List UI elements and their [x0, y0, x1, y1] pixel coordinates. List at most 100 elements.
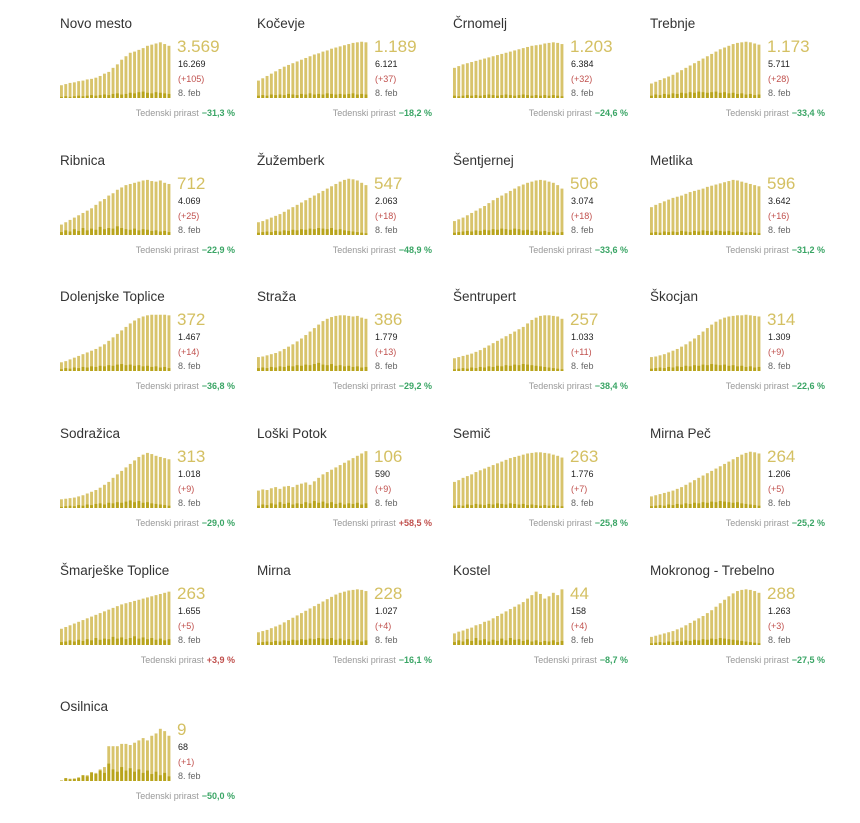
daily-bar [321, 94, 325, 98]
active-bar [338, 592, 342, 645]
active-bar [539, 593, 542, 645]
daily-bar [539, 642, 542, 645]
daily-bar [684, 503, 688, 508]
active-bar [740, 315, 744, 371]
active-bar [556, 316, 560, 371]
weekly-growth-value: +58,5 % [398, 518, 432, 528]
daily-bar [539, 505, 542, 508]
active-bar [757, 44, 761, 98]
daily-bar [714, 502, 718, 508]
active-bar [308, 484, 312, 508]
weekly-growth-label: Tedenski prirast [135, 381, 199, 391]
active-bar [111, 746, 115, 781]
daily-bar [158, 367, 162, 371]
active-bar [85, 210, 89, 235]
active-bar [539, 315, 542, 371]
active-bar [257, 632, 260, 645]
active-bar [60, 224, 63, 235]
daily-bar [496, 229, 499, 235]
active-bar [675, 348, 679, 371]
active-bar [718, 603, 722, 645]
active-bar [287, 620, 290, 645]
active-bar [474, 351, 478, 371]
active-bar [688, 65, 692, 98]
date-label: 8. feb [375, 88, 398, 98]
daily-bar [81, 366, 85, 371]
active-bar [491, 200, 495, 235]
daily-bar [94, 503, 98, 508]
daily-bar [675, 640, 679, 645]
active-bar [111, 67, 115, 98]
daily-bar [671, 231, 675, 235]
active-bar [282, 211, 286, 235]
active-bar [710, 185, 714, 235]
active-bar [64, 222, 68, 235]
daily-bar [146, 92, 149, 98]
active-bar [141, 180, 145, 235]
active-bar [111, 193, 115, 235]
daily-bar [77, 368, 81, 371]
active-bar [107, 481, 111, 508]
active-bar [731, 44, 735, 98]
daily-bar [81, 505, 85, 508]
date-label: 8. feb [571, 635, 594, 645]
active-bar [693, 620, 696, 645]
daily-bar [547, 95, 551, 98]
municipality-card-novo-mesto: Novo mesto 3.569 16.269 (+105) 8. feb Tedensk… [60, 16, 235, 136]
daily-bar [85, 230, 89, 235]
active-bar [662, 354, 666, 371]
daily-bar [141, 366, 145, 371]
daily-bar [662, 642, 666, 645]
active-bar [727, 181, 731, 235]
active-bar [85, 618, 89, 645]
active-bar [282, 66, 286, 98]
daily-bar [500, 95, 504, 98]
active-bar [650, 83, 653, 98]
active-bar [133, 182, 136, 235]
active-bar [115, 333, 119, 371]
active-bar [714, 321, 718, 371]
active-bar [530, 452, 534, 508]
active-cases-bar-chart [257, 451, 368, 508]
daily-bar [351, 366, 355, 371]
active-bar [465, 354, 469, 371]
weekly-growth-value: −27,5 % [791, 655, 825, 665]
active-bar [103, 199, 106, 235]
active-bar [103, 73, 106, 98]
active-bar [740, 42, 744, 98]
active-bar [667, 632, 671, 645]
daily-bar [282, 366, 286, 371]
daily-bar [154, 771, 158, 781]
daily-bar [334, 503, 338, 508]
active-bar [684, 484, 688, 508]
daily-bar [308, 638, 312, 645]
active-bar [731, 459, 735, 508]
active-bar [465, 215, 469, 235]
daily-bar [347, 365, 351, 371]
active-count: 44 [570, 584, 589, 603]
daily-bar [748, 93, 752, 98]
daily-bar [457, 368, 461, 371]
active-bar [107, 609, 111, 645]
active-bar [64, 361, 68, 371]
daily-bar [474, 503, 478, 508]
daily-bar [107, 95, 111, 98]
active-bar [295, 484, 299, 508]
weekly-growth: Tedenski prirast −25,8 % [529, 518, 628, 528]
active-bar [667, 491, 671, 508]
active-bar [688, 622, 692, 645]
daily-bar [680, 366, 683, 371]
active-bar [282, 622, 286, 645]
active-bar [457, 357, 461, 371]
daily-bar [94, 229, 98, 235]
weekly-growth-value: −18,2 % [398, 108, 432, 118]
active-bar [671, 631, 675, 645]
active-bar [115, 189, 119, 235]
daily-bar [539, 231, 542, 235]
active-bar [81, 354, 85, 371]
daily-bar [360, 232, 364, 235]
active-bar [483, 347, 486, 371]
daily-bar [740, 503, 744, 508]
daily-bar [744, 366, 748, 371]
active-bar [453, 358, 456, 371]
